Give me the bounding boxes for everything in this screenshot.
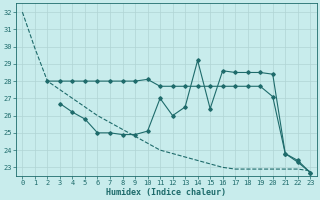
X-axis label: Humidex (Indice chaleur): Humidex (Indice chaleur) xyxy=(106,188,226,197)
